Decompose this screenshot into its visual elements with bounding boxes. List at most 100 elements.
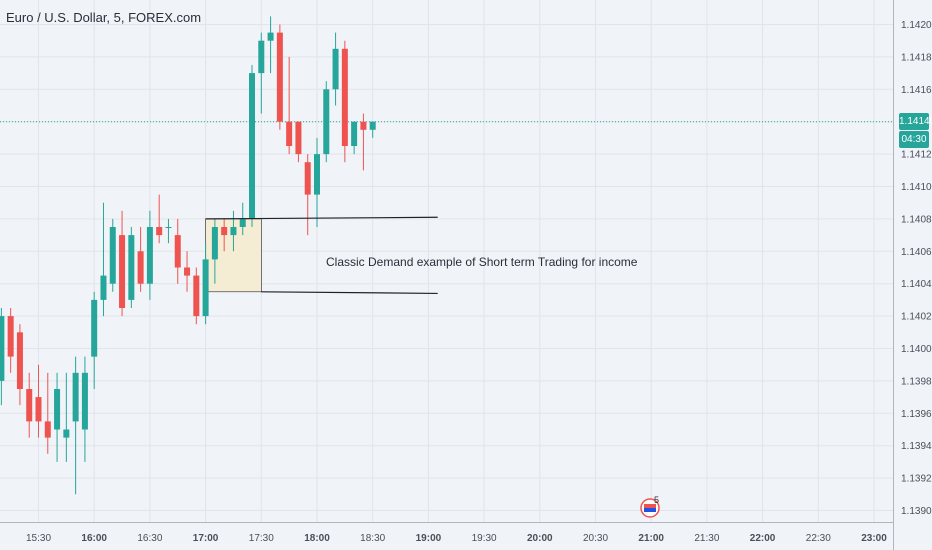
candle [63,372,70,462]
price-tick-label: 1.14060 [901,247,932,258]
bar-countdown-badge: 04:30 [899,130,929,148]
price-tick-label: 1.13920 [901,474,932,485]
chart-title: Euro / U.S. Dollar, 5, FOREX.com [6,10,202,25]
candle [193,267,200,325]
time-tick-label: 19:30 [472,533,497,544]
candle-body [267,32,274,41]
candle [202,243,209,325]
candle-body [16,332,23,389]
candle-body [323,89,330,155]
trend-lines[interactable] [205,216,438,295]
price-tick-label: 1.13900 [901,506,932,517]
candle [332,32,339,106]
time-tick-label: 21:30 [694,533,719,544]
candle [16,324,23,406]
candle [360,113,367,171]
candle-body [0,316,5,381]
price-tick-label: 1.14040 [901,279,932,290]
event-count: 5 [654,495,659,505]
price-tick-label: 1.13940 [901,441,932,452]
candle [72,356,79,495]
candle-body [100,275,107,300]
candle-body [314,154,320,195]
candle-body [81,372,88,430]
candle-body [304,162,311,195]
candle [26,372,33,438]
candle-body [174,235,181,268]
time-tick-label: 20:00 [527,533,553,544]
candle-body [35,397,42,422]
candle [0,308,5,406]
current-price-badge: 1.14140 [899,113,932,131]
time-tick-label: 15:30 [26,533,51,544]
zone-top-line[interactable] [205,216,438,220]
flag-icon [640,498,660,518]
time-tick-label: 21:00 [638,533,664,544]
time-tick-label: 19:00 [416,533,442,544]
candle-body [44,421,51,438]
candle [165,218,172,244]
candle-body [109,227,116,284]
price-axis[interactable]: 1.14200 1.14180 1.14160 1.14120 1.14100 1.140… [901,20,932,517]
event-marker[interactable]: 5 [640,495,660,518]
time-tick-label: 16:00 [81,533,107,544]
candle [81,356,88,462]
candle [44,372,51,454]
candle [35,364,42,438]
candle [54,372,61,462]
candle-body [156,227,163,236]
candle [267,16,274,74]
candle-body [295,121,302,155]
candle-body [119,235,126,308]
annotation-text[interactable]: Classic Demand example of Short term Tra… [326,255,638,269]
time-tick-label: 22:30 [806,533,831,544]
candle-body [54,389,61,430]
price-tick-label: 1.13980 [901,376,932,387]
candle [7,308,14,373]
candle-body [184,267,191,276]
price-tick-label: 1.13960 [901,409,932,420]
candle-body [211,227,218,260]
candle-body [72,372,79,422]
candle [276,24,283,130]
candle [341,40,348,163]
candle-body [341,48,348,146]
candle [351,121,358,155]
candle [137,227,144,292]
time-tick-label: 18:30 [360,533,385,544]
price-tick-label: 1.14200 [901,20,932,31]
candle-body [286,121,293,146]
candle [100,202,107,317]
candle-body [332,48,339,90]
candle-body [128,235,135,300]
candle [295,121,302,163]
candle-body [221,227,228,236]
candle-body [239,218,246,227]
candle-body [276,32,283,122]
time-tick-label: 17:00 [193,533,219,544]
price-tick-label: 1.14120 [901,150,932,161]
candle-body [249,73,256,219]
time-tick-label: 20:30 [583,533,608,544]
candle-body [146,227,153,284]
time-axis[interactable]: 15:30 16:00 16:30 17:00 17:30 18:00 18:30 19:00… [26,533,887,544]
candle-body [137,251,144,284]
candle [230,210,237,252]
candle [369,121,376,138]
candle [174,218,181,284]
time-tick-label: 22:00 [750,533,776,544]
candle [304,154,311,236]
price-tick-label: 1.14020 [901,312,932,323]
candle-body [7,316,14,357]
candles [0,16,376,495]
candle [258,32,265,114]
candle [184,251,191,292]
candle [156,194,163,244]
candle-body [91,299,98,357]
candle [119,210,126,317]
price-tick-label: 1.14160 [901,85,932,96]
zone-bottom-line[interactable] [261,291,438,295]
time-tick-label: 16:30 [137,533,162,544]
time-tick-label: 23:00 [861,533,887,544]
